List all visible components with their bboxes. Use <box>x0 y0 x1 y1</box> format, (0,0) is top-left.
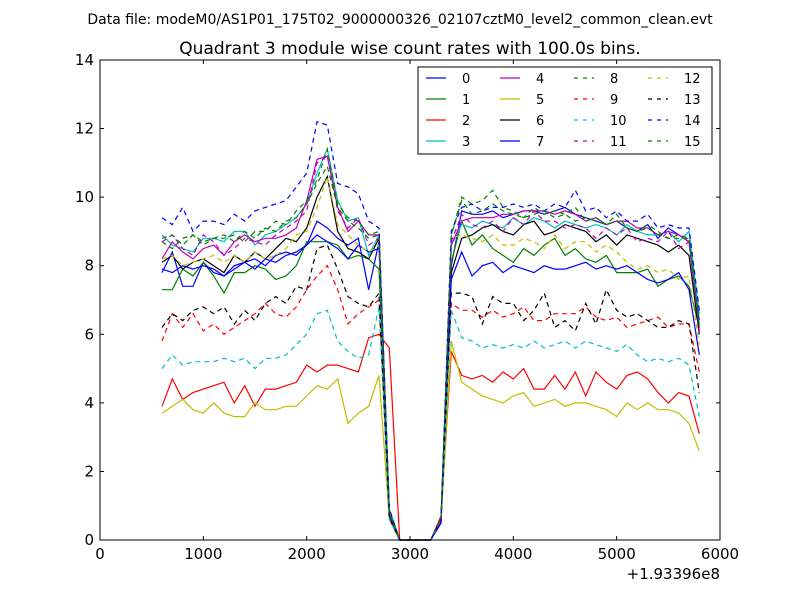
x-tick-label: 4000 <box>494 545 532 563</box>
series-13-line <box>161 244 700 541</box>
y-tick-label: 8 <box>84 257 94 275</box>
legend-label-8: 8 <box>610 72 618 87</box>
x-axis: 0 1000 2000 3000 4000 5000 6000 <box>95 60 739 563</box>
x-offset-label: +1.93396e8 <box>627 565 720 583</box>
legend-label-13: 13 <box>684 93 701 108</box>
legend-label-4: 4 <box>536 72 544 87</box>
legend-label-11: 11 <box>610 135 627 150</box>
legend-frame <box>417 66 713 155</box>
x-tick-label: 0 <box>95 545 105 563</box>
series-11-line <box>161 154 700 541</box>
series-3-line <box>161 147 700 541</box>
series-10-line <box>161 306 700 541</box>
legend-label-12: 12 <box>684 72 701 87</box>
series-14-line <box>161 120 700 541</box>
legend-label-5: 5 <box>536 93 544 108</box>
legend-label-6: 6 <box>536 114 544 129</box>
series-9-line <box>161 264 700 541</box>
series-8-line <box>161 146 700 541</box>
x-tick-label: 3000 <box>391 545 429 563</box>
series-7-line <box>161 234 700 541</box>
y-tick-label: 0 <box>84 531 94 549</box>
legend-label-1: 1 <box>462 93 470 108</box>
series-0-line <box>161 206 700 541</box>
legend-label-7: 7 <box>536 135 544 150</box>
y-tick-label: 10 <box>75 188 94 206</box>
series-15-line <box>161 164 700 541</box>
y-tick-label: 12 <box>75 120 94 138</box>
x-tick-label: 5000 <box>598 545 636 563</box>
data-file-suptitle: Data file: modeM0/AS1P01_175T02_90000003… <box>87 12 713 28</box>
series-2-line <box>161 333 700 541</box>
legend-label-2: 2 <box>462 114 470 129</box>
plot-lines <box>161 120 700 541</box>
chart-title: Quadrant 3 module wise count rates with … <box>179 39 640 59</box>
y-tick-label: 2 <box>84 462 94 480</box>
x-tick-label: 6000 <box>701 545 739 563</box>
y-tick-label: 6 <box>84 325 94 343</box>
legend-label-14: 14 <box>684 114 701 129</box>
legend-label-0: 0 <box>462 72 470 87</box>
x-tick-label: 2000 <box>288 545 326 563</box>
legend-label-15: 15 <box>684 135 701 150</box>
y-tick-label: 4 <box>84 394 94 412</box>
legend-label-10: 10 <box>610 114 627 129</box>
x-tick-label: 1000 <box>184 545 222 563</box>
y-tick-label: 14 <box>75 51 94 69</box>
legend-label-9: 9 <box>610 93 618 108</box>
series-5-line <box>161 340 700 541</box>
series-12-line <box>161 174 700 541</box>
legend-label-3: 3 <box>462 135 470 150</box>
